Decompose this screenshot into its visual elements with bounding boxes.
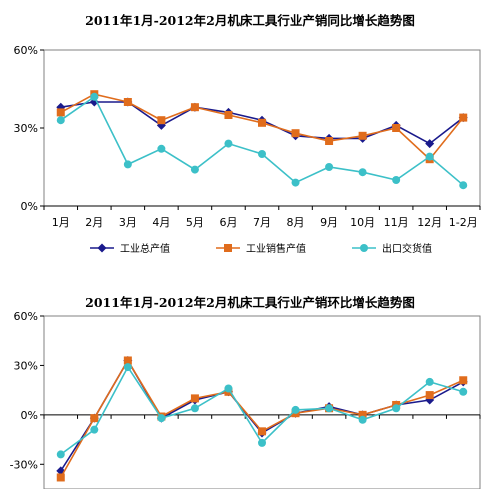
data-point bbox=[190, 394, 199, 403]
series-2 bbox=[56, 92, 468, 190]
data-point bbox=[123, 363, 132, 372]
data-point bbox=[258, 150, 266, 158]
data-point bbox=[392, 176, 401, 184]
x-tick-label: 3月 bbox=[119, 216, 137, 229]
data-point bbox=[258, 438, 266, 447]
data-point bbox=[90, 425, 99, 434]
data-point bbox=[425, 377, 434, 386]
data-point bbox=[56, 473, 65, 482]
chart-title: 2011年1月-2012年2月机床工具行业产销同比增长趋势图 bbox=[85, 13, 415, 28]
x-tick-label: 1-2月 bbox=[449, 216, 478, 229]
y-tick-label: 30% bbox=[14, 122, 38, 135]
legend-marker bbox=[97, 243, 107, 253]
legend-item: 出口交货值 bbox=[352, 242, 432, 255]
data-point bbox=[123, 98, 132, 106]
data-point bbox=[325, 163, 334, 171]
data-point bbox=[425, 139, 435, 149]
data-point bbox=[459, 376, 468, 385]
chart-title: 2011年1月-2012年2月机床工具行业产销环比增长趋势图 bbox=[85, 295, 415, 310]
data-point bbox=[56, 108, 65, 117]
data-point bbox=[358, 410, 367, 419]
plot-area bbox=[43, 49, 481, 207]
legend-item: 工业销售产值 bbox=[216, 242, 306, 255]
y-tick-label: 60% bbox=[14, 44, 38, 57]
data-point bbox=[291, 405, 300, 414]
y-tick-label: 30% bbox=[14, 359, 38, 372]
data-point bbox=[157, 414, 166, 423]
data-point bbox=[291, 178, 300, 187]
data-point bbox=[258, 427, 266, 436]
data-point bbox=[157, 144, 166, 153]
data-point bbox=[224, 384, 233, 393]
data-point bbox=[123, 160, 132, 169]
x-tick-label: 1月 bbox=[52, 216, 70, 229]
legend-marker bbox=[360, 244, 368, 252]
x-tick-label: 11月 bbox=[384, 216, 409, 229]
data-point bbox=[190, 103, 199, 112]
x-tick-label: 5月 bbox=[186, 216, 204, 229]
data-point bbox=[425, 391, 434, 400]
data-point bbox=[90, 92, 99, 101]
legend-label: 工业总产值 bbox=[120, 242, 170, 255]
data-point bbox=[90, 414, 99, 423]
data-point bbox=[56, 466, 66, 476]
data-point bbox=[56, 116, 65, 125]
y-tick-label: 0% bbox=[21, 409, 38, 422]
x-tick-label: 9月 bbox=[320, 216, 338, 229]
mom-chart: 2011年1月-2012年2月机床工具行业产销环比增长趋势图 -30% 0% 30%… bbox=[0, 282, 500, 489]
data-point bbox=[56, 450, 65, 459]
series-2 bbox=[56, 363, 468, 459]
x-tick-label: 7月 bbox=[253, 216, 271, 229]
legend-marker bbox=[224, 244, 232, 252]
data-point bbox=[425, 152, 434, 161]
data-point bbox=[358, 415, 367, 424]
x-tick-label: 8月 bbox=[287, 216, 305, 229]
yoy-chart: 2011年1月-2012年2月机床工具行业产销同比增长趋势图 0% 30% 60% 1… bbox=[14, 13, 481, 255]
x-tick-label: 10月 bbox=[350, 216, 375, 229]
x-tick-label: 4月 bbox=[152, 216, 170, 229]
data-point bbox=[325, 137, 334, 145]
legend-item: 工业总产值 bbox=[90, 242, 170, 255]
x-tick-label: 6月 bbox=[219, 216, 237, 229]
x-tick-label: 2月 bbox=[85, 216, 103, 229]
data-point bbox=[190, 404, 199, 413]
data-point bbox=[358, 131, 367, 140]
legend-label: 出口交货值 bbox=[382, 242, 432, 255]
mom-line-chart: -30% 0% 30% 60% bbox=[10, 310, 481, 489]
yoy-line-chart: 0% 30% 60% 1月 2月 3月 4月 5月 6月 7月 8月 9月 10月 11月 12月 1-2月工… bbox=[14, 44, 481, 255]
data-point bbox=[123, 356, 132, 365]
data-point bbox=[459, 387, 468, 396]
data-point bbox=[425, 395, 435, 405]
data-point bbox=[325, 404, 334, 413]
y-tick-label: 0% bbox=[21, 200, 38, 213]
data-point bbox=[224, 139, 233, 148]
data-point bbox=[291, 129, 300, 138]
data-point bbox=[392, 404, 401, 413]
data-point bbox=[358, 168, 367, 177]
y-tick-label: -30% bbox=[10, 458, 38, 471]
y-tick-label: 60% bbox=[14, 310, 38, 323]
data-point bbox=[157, 116, 166, 125]
legend-label: 工业销售产值 bbox=[246, 242, 306, 255]
data-point bbox=[190, 165, 199, 174]
data-point bbox=[224, 111, 233, 119]
data-point bbox=[258, 118, 266, 127]
data-point bbox=[392, 124, 401, 132]
data-point bbox=[459, 113, 468, 122]
data-point bbox=[459, 181, 468, 190]
x-tick-label: 12月 bbox=[417, 216, 442, 229]
